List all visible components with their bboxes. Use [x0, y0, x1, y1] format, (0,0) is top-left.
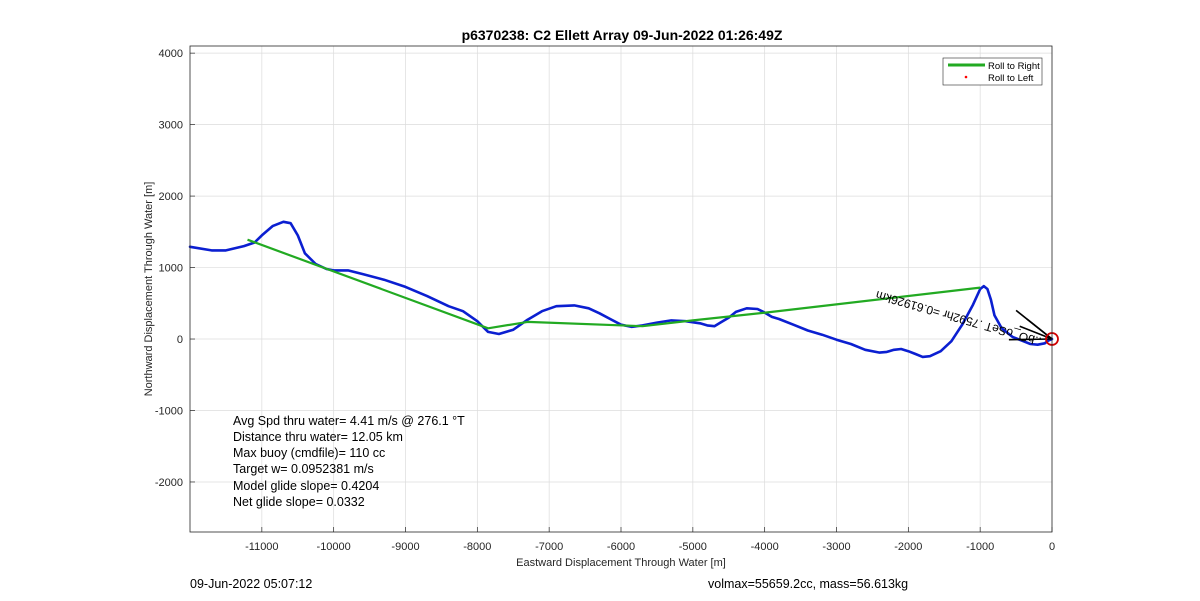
y-tick-label: 1000 [159, 263, 183, 275]
x-tick-label: -7000 [535, 541, 563, 553]
tick-labels: -11000 -10000 -9000 -8000 -7000 -6000 -5000 -40… [155, 48, 1055, 553]
y-tick-label: 4000 [159, 48, 183, 60]
annotation-line: Model glide slope= 0.4204 [233, 479, 379, 493]
annotation-line: Avg Spd thru water= 4.41 m/s @ 276.1 °T [233, 414, 465, 428]
x-tick-label: -6000 [607, 541, 635, 553]
trajectory-line [188, 220, 1054, 359]
x-tick-label: -2000 [894, 541, 922, 553]
legend-box [942, 57, 1043, 86]
roll-to-right-line [247, 238, 981, 330]
y-axis-label: Northward Displacement Through Water [m] [143, 182, 155, 397]
legend-swatch-roll-left [964, 75, 968, 79]
footer-timestamp: 09-Jun-2022 05:07:12 [190, 577, 312, 591]
x-tick-label: -8000 [463, 541, 491, 553]
legend-label-roll-left: Roll to Left [988, 73, 1034, 84]
y-tick-label: 2000 [159, 191, 183, 203]
y-tick-label: -1000 [155, 406, 183, 418]
x-tick-label: -5000 [679, 541, 707, 553]
x-tick-label: -3000 [822, 541, 850, 553]
x-tick-label: -1000 [966, 541, 994, 553]
x-tick-label: 0 [1049, 541, 1055, 553]
y-tick-label: -2000 [155, 477, 183, 489]
annotation-line: Distance thru water= 12.05 km [233, 430, 403, 444]
current-vector-line [1008, 338, 1053, 341]
footer-volmax-mass: volmax=55659.2cc, mass=56.613kg [708, 577, 908, 591]
stats-annotation: Avg Spd thru water= 4.41 m/s @ 276.1 °T … [233, 414, 465, 509]
chart-title: p6370238: C2 Ellett Array 09-Jun-2022 01… [462, 27, 783, 43]
annotation-line: Target w= 0.0952381 m/s [233, 462, 374, 476]
y-tick-label: 0 [177, 334, 183, 346]
annotation-line: Max buoy (cmdfile)= 110 cc [233, 446, 385, 460]
legend-label-roll-right: Roll to Right [988, 61, 1040, 72]
x-tick-label: -11000 [245, 541, 278, 553]
annotation-line: Net glide slope= 0.0332 [233, 495, 365, 509]
legend: Roll to Right Roll to Left [942, 57, 1043, 86]
x-tick-label: -10000 [317, 541, 351, 553]
x-axis-label: Eastward Displacement Through Water [m] [516, 557, 726, 569]
y-tick-label: 3000 [159, 120, 183, 132]
x-tick-label: -9000 [391, 541, 419, 553]
x-tick-label: -4000 [751, 541, 779, 553]
